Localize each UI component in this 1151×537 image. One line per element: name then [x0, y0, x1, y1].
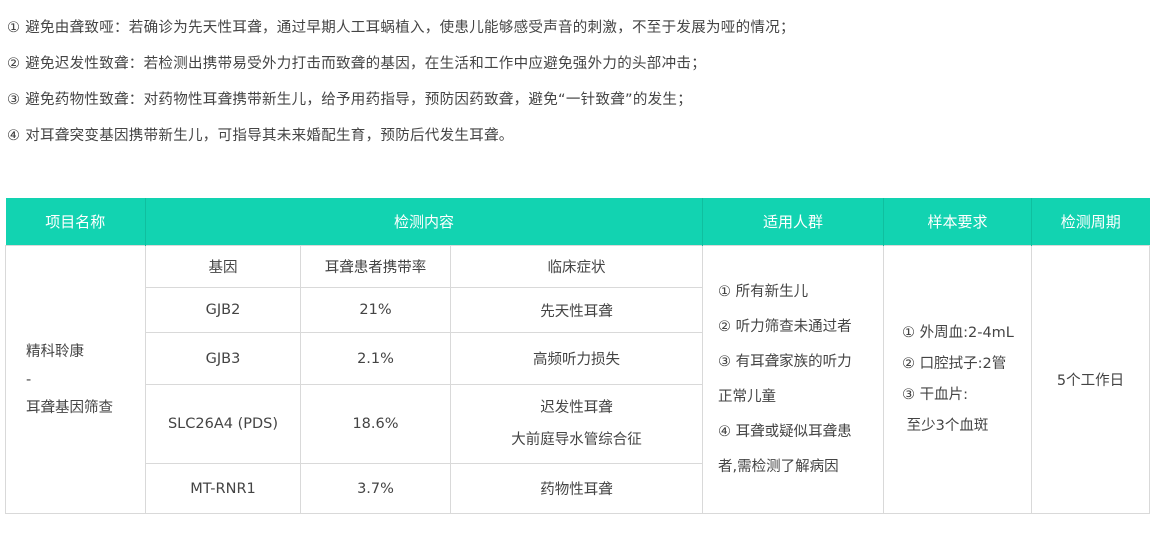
population-line: 正常儿童 [718, 388, 776, 405]
symptom: 迟发性耳聋大前庭导水管综合征 [450, 384, 703, 464]
symptom: 药物性耳聋 [450, 463, 703, 514]
sub-header-row: 精科聆康 - 耳聋基因筛查 基因 耳聋患者携带率 临床症状 ① 所有新生儿 ② … [5, 245, 1150, 514]
rate: 2.1% [300, 332, 451, 385]
rate: 3.7% [300, 463, 451, 514]
table-row: MT-RNR1 3.7% 药物性耳聋 [6, 463, 1150, 514]
sub-header-gene: 基因 [145, 245, 301, 288]
sample-line: ③ 干血片: [902, 386, 968, 403]
project-line: 精科聆康 [26, 343, 84, 360]
gene: SLC26A4 (PDS) [145, 384, 301, 464]
header-content: 检测内容 [145, 198, 703, 246]
intro-item: ④ 对耳聋突变基因携带新生儿，可指导其未来婚配生育，预防后代发生耳聋。 [7, 128, 514, 144]
population-line: ② 听力筛查未通过者 [718, 318, 852, 335]
intro-list: ① 避免由聋致哑：若确诊为先天性耳聋，通过早期人工耳蜗植入，使患儿能够感受声音的… [7, 18, 795, 162]
sample-line: 至少3个血斑 [902, 417, 989, 434]
gene: GJB3 [145, 332, 301, 385]
project-line: 耳聋基因筛查 [26, 399, 113, 416]
table-row: GJB3 2.1% 高频听力损失 [6, 332, 1150, 385]
table-row: SLC26A4 (PDS) 18.6% 迟发性耳聋大前庭导水管综合征 [6, 384, 1150, 464]
test-info-table: 项目名称 检测内容 适用人群 样本要求 检测周期 精科聆康 - 耳聋基因筛查 基… [5, 198, 1150, 514]
rate: 21% [300, 287, 451, 333]
intro-item: ① 避免由聋致哑：若确诊为先天性耳聋，通过早期人工耳蜗植入，使患儿能够感受声音的… [7, 20, 795, 36]
population-line: ③ 有耳聋家族的听力 [718, 353, 852, 370]
gene: MT-RNR1 [145, 463, 301, 514]
symptom-line: 大前庭导水管综合征 [511, 432, 642, 448]
symptom: 先天性耳聋 [450, 287, 703, 333]
symptom: 高频听力损失 [450, 332, 703, 385]
sub-header-rate: 耳聋患者携带率 [300, 245, 451, 288]
intro-item: ③ 避免药物性致聋：对药物性耳聋携带新生儿，给予用药指导，预防因药致聋，避免“一… [7, 92, 693, 108]
sample-line: ② 口腔拭子:2管 [902, 355, 1007, 372]
population-cell: ① 所有新生儿 ② 听力筛查未通过者 ③ 有耳聋家族的听力 正常儿童 ④ 耳聋或… [702, 245, 884, 514]
project-name: 精科聆康 - 耳聋基因筛查 [5, 245, 146, 514]
population-line: ④ 耳聋或疑似耳聋患 [718, 423, 852, 440]
header-row: 项目名称 检测内容 适用人群 样本要求 检测周期 [5, 198, 1150, 246]
table-row: GJB2 21% 先天性耳聋 [6, 287, 1150, 333]
sample-cell: ① 外周血:2-4mL ② 口腔拭子:2管 ③ 干血片: 至少3个血斑 [883, 245, 1032, 514]
intro-item: ② 避免迟发性致聋：若检测出携带易受外力打击而致聋的基因，在生活和工作中应避免强… [7, 56, 707, 72]
gene: GJB2 [145, 287, 301, 333]
period-cell: 5个工作日 [1031, 245, 1150, 514]
header-project: 项目名称 [5, 198, 146, 246]
sample-line: ① 外周血:2-4mL [902, 324, 1014, 341]
header-period: 检测周期 [1031, 198, 1150, 246]
population-line: 者,需检测了解病因 [718, 458, 839, 475]
project-line: - [26, 371, 32, 388]
symptom-line: 迟发性耳聋 [540, 400, 613, 416]
sub-header-symptom: 临床症状 [450, 245, 703, 288]
rate: 18.6% [300, 384, 451, 464]
header-sample: 样本要求 [883, 198, 1032, 246]
population-line: ① 所有新生儿 [718, 283, 809, 300]
header-population: 适用人群 [702, 198, 884, 246]
